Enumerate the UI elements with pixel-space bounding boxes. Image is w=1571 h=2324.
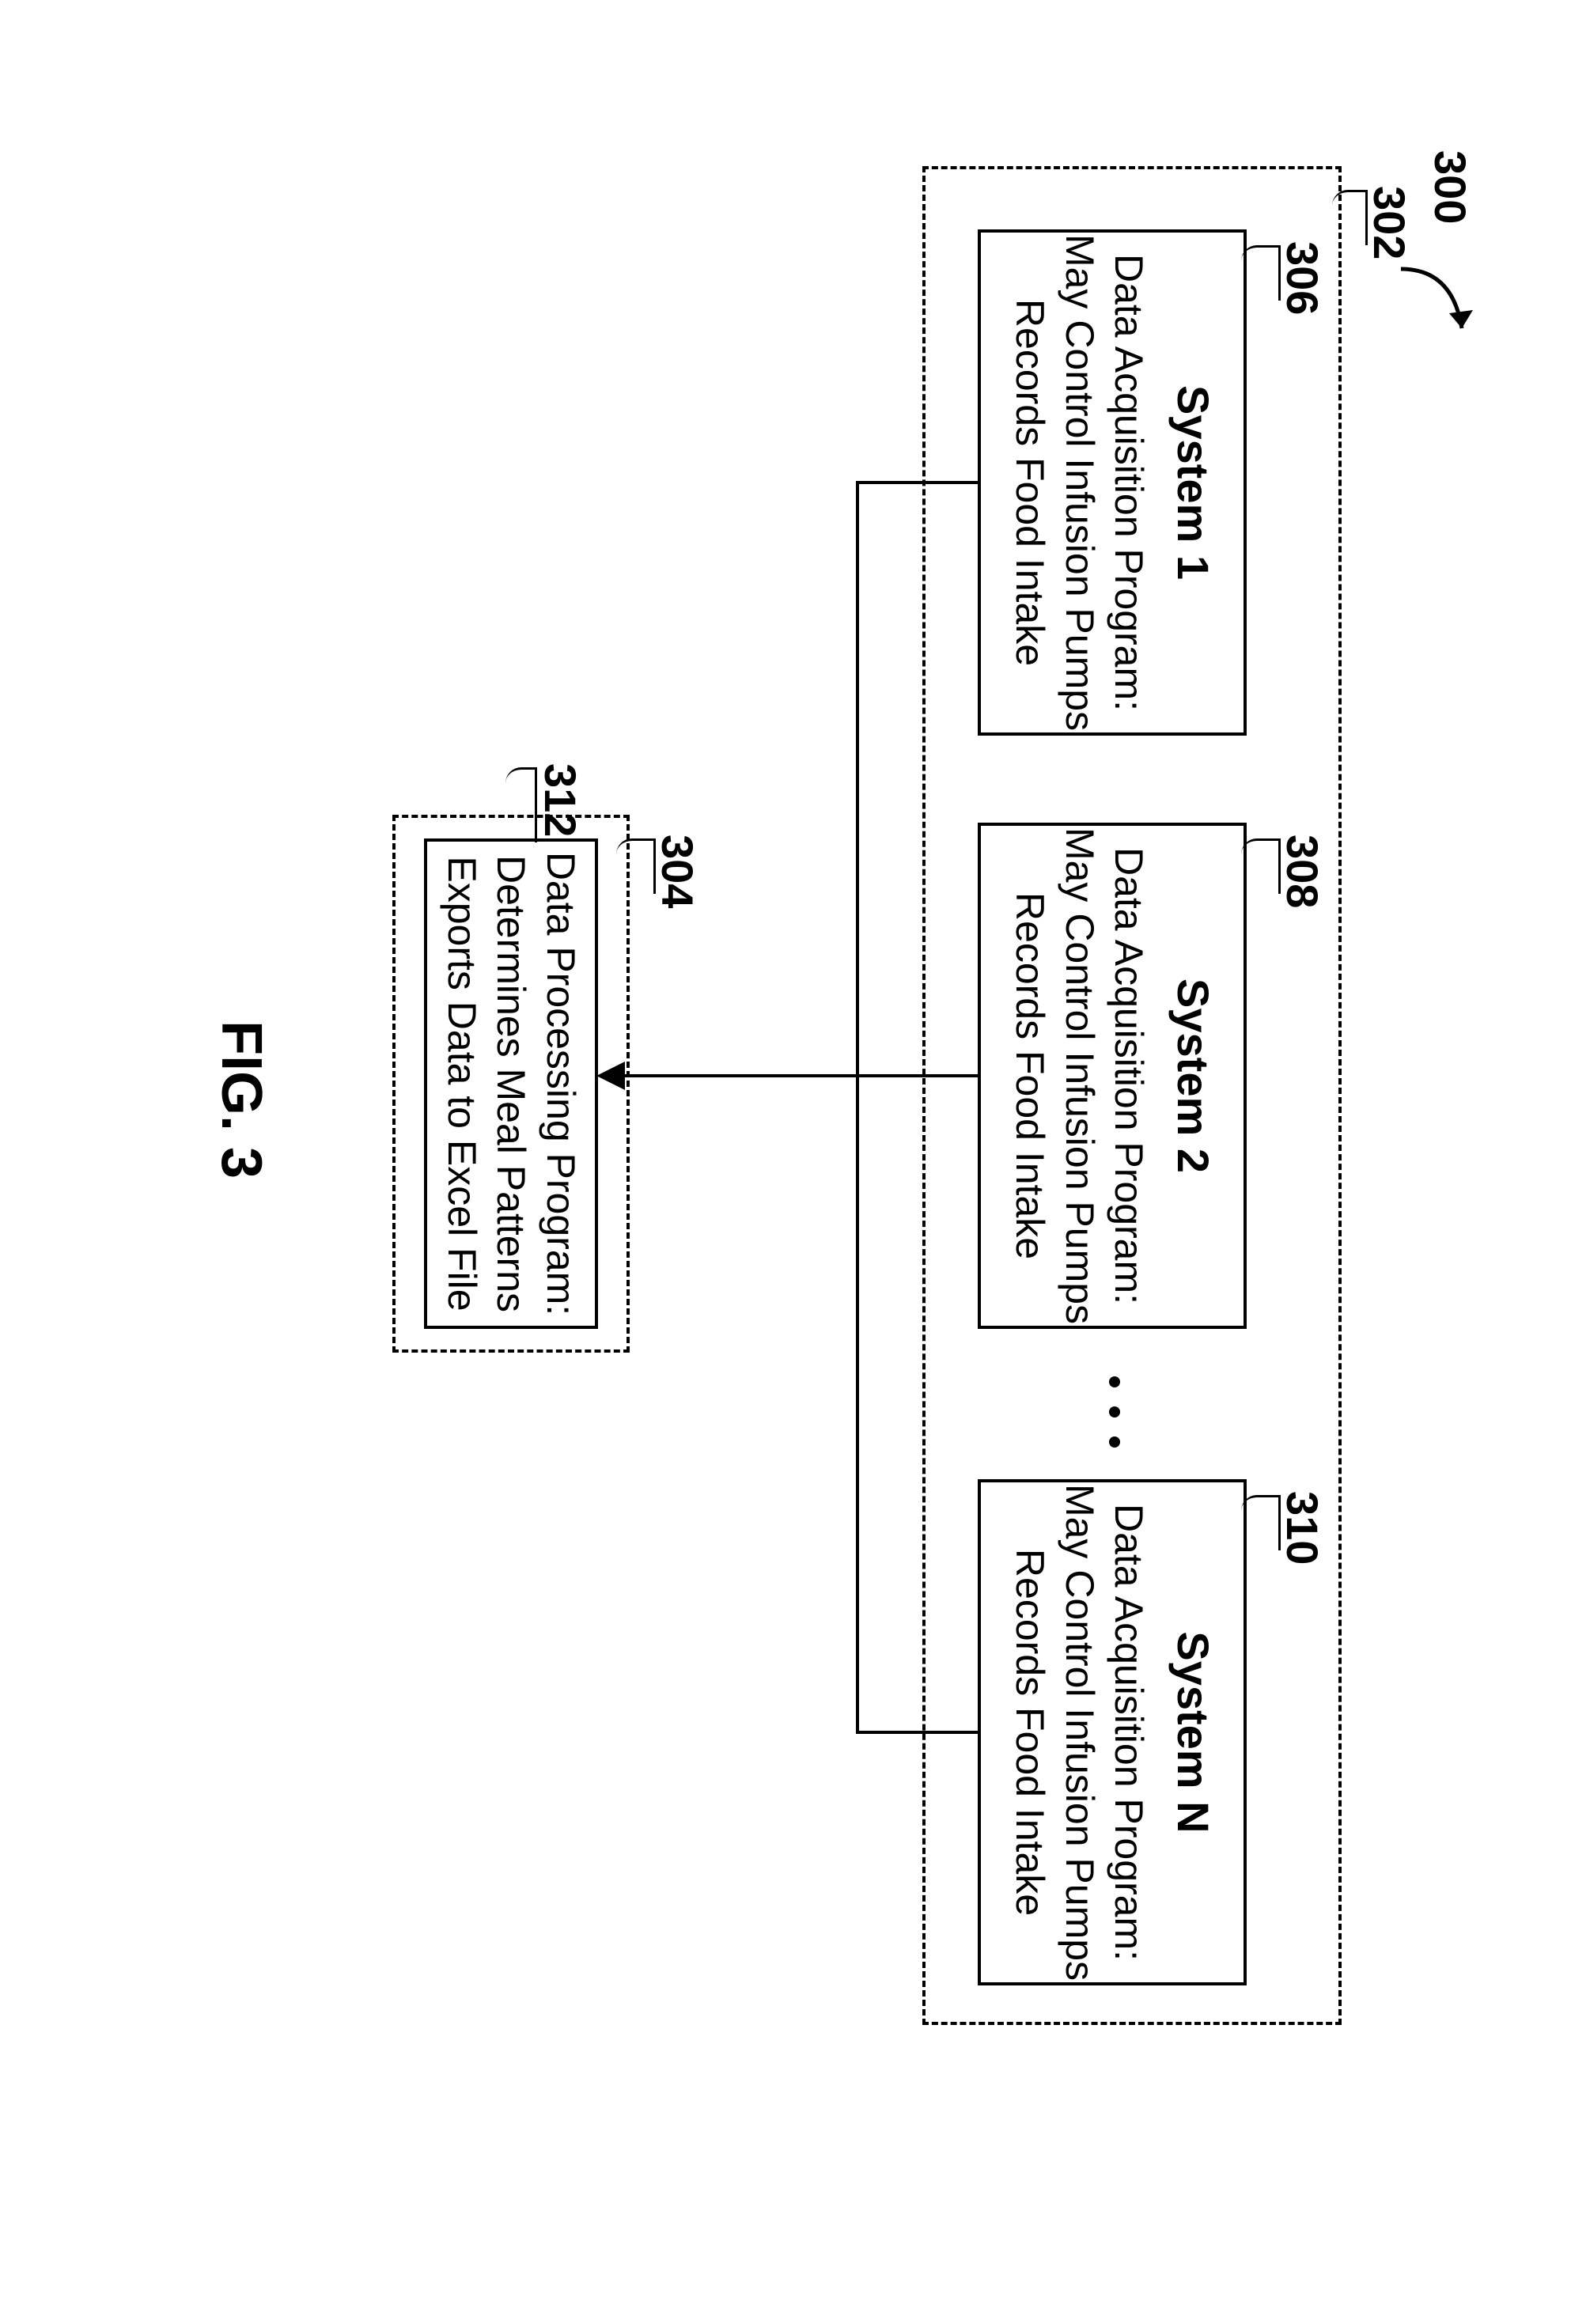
ref-304: 304 [652, 835, 703, 908]
system-box-2: System 2 Data Acquisition Program: May Co… [978, 823, 1247, 1329]
arrow-main-icon [1381, 261, 1476, 364]
ref-306: 306 [1277, 241, 1328, 315]
ref-300: 300 [1425, 150, 1476, 224]
system-box-1: System 1 Data Acquisition Program: May Co… [978, 229, 1247, 736]
system-box-n: System N Data Acquisition Program: May Co… [978, 1479, 1247, 1985]
system-title-n: System N [1168, 1631, 1219, 1833]
figure-label: FIG. 3 [209, 1020, 274, 1179]
ref-312: 312 [535, 763, 586, 837]
system-title-2: System 2 [1168, 978, 1219, 1173]
processor-box: Data Processing Program: Determines Meal… [424, 838, 598, 1329]
ref-302: 302 [1364, 186, 1415, 259]
ellipsis-icon [1109, 1376, 1120, 1448]
system-body-n: Data Acquisition Program: May Control In… [1005, 1484, 1154, 1981]
system-body-1: Data Acquisition Program: May Control In… [1005, 234, 1154, 731]
system-title-1: System 1 [1168, 385, 1219, 580]
processor-body: Data Processing Program: Determines Meal… [437, 852, 585, 1315]
system-body-2: Data Acquisition Program: May Control In… [1005, 827, 1154, 1324]
ref-310: 310 [1277, 1491, 1328, 1565]
ref-308: 308 [1277, 835, 1328, 908]
